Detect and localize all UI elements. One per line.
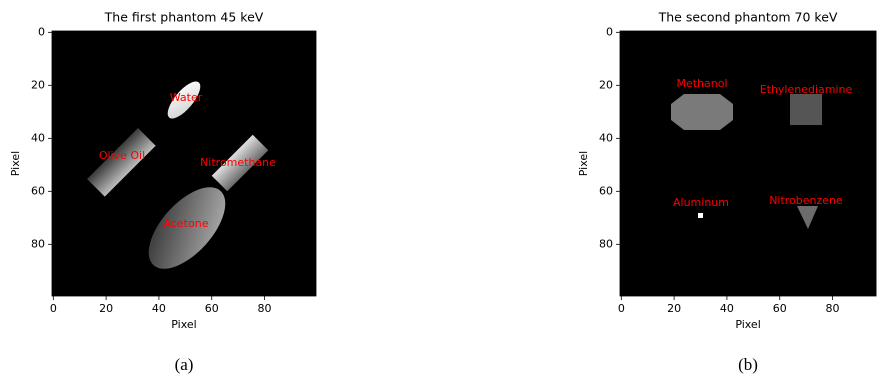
annotation: Methanol [676,77,727,90]
annotation: Nitrobenzene [769,194,843,207]
y-tick-label: 80 [599,237,613,250]
y-tick-label: 20 [599,78,613,91]
x-tick-label: 60 [205,302,219,315]
y-tick-label: 40 [599,131,613,144]
y-tick-label: 80 [31,237,45,250]
annotation: Nitromethane [200,156,276,169]
annotation: Ethylenediamine [760,83,853,96]
y-tick-label: 60 [599,184,613,197]
x-tick-label: 40 [720,302,734,315]
x-tick-label: 20 [667,302,681,315]
x-tick-label: 40 [152,302,166,315]
x-axis-label: Pixel [171,318,196,331]
y-tick-label: 0 [38,25,45,38]
image-a [52,31,316,296]
annotation: Water [170,91,203,104]
figure: The first phantom 45 keV 0 20 40 60 80 0 20 40 60… [0,0,878,380]
y-tick-label: 20 [31,78,45,91]
annotation: Aluminum [673,196,729,209]
annotation: Acetone [164,217,209,230]
x-tick-label: 80 [826,302,840,315]
y-tick-label: 0 [606,25,613,38]
y-axis-label: Pixel [9,151,22,176]
image-b [620,31,876,296]
x-tick-label: 60 [773,302,787,315]
y-tick-label: 60 [31,184,45,197]
x-tick-label: 0 [50,302,57,315]
chart-title: The second phantom 70 keV [658,10,838,25]
annotation: Olive Oil [99,149,145,162]
x-tick-label: 0 [618,302,625,315]
x-axis-label: Pixel [735,318,760,331]
caption: (a) [175,355,194,374]
y-tick-label: 40 [31,131,45,144]
x-tick-label: 20 [99,302,113,315]
y-axis-label: Pixel [577,151,590,176]
x-tick-label: 80 [258,302,272,315]
caption: (b) [738,355,758,374]
chart-title: The first phantom 45 keV [104,10,264,25]
